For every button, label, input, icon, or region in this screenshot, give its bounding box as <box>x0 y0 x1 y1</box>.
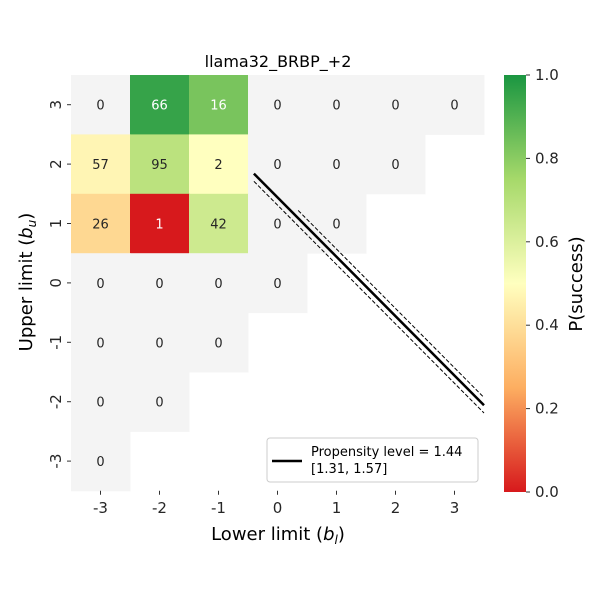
heatmap-cell <box>189 312 249 373</box>
heatmap-cell-label: 0 <box>96 455 104 470</box>
heatmap-cell <box>130 312 190 373</box>
propensity-ci-lower-line <box>253 180 485 414</box>
y-axis-title: Upper limit (bu) <box>16 213 39 352</box>
colorbar-tick-label: 0.0 <box>535 483 559 501</box>
propensity-ci-upper-line <box>297 210 485 398</box>
colorbar-tick-label: 0.6 <box>535 233 559 251</box>
heatmap-cell-label: 0 <box>214 277 222 292</box>
heatmap-cell-label: 42 <box>210 218 227 233</box>
y-tick-label: 2 <box>47 159 65 169</box>
heatmap-cell <box>189 75 249 135</box>
heatmap-cell <box>307 134 367 195</box>
legend: Propensity level = 1.44 [1.31, 1.57] <box>266 437 479 483</box>
y-tick-label: -3 <box>47 454 65 469</box>
colorbar-tick-label: 0.2 <box>535 400 559 418</box>
x-tick-label: -1 <box>211 499 226 517</box>
heatmap-cell <box>130 193 190 254</box>
heatmap-cell-label: 0 <box>332 218 340 233</box>
heatmap-cell <box>248 193 308 254</box>
x-tick-label: 3 <box>450 499 460 517</box>
heatmap-cell-label: 0 <box>273 218 281 233</box>
y-tick-label: 1 <box>47 219 65 229</box>
y-tick-label: -1 <box>47 335 65 350</box>
heatmap-cell-label: 0 <box>155 277 163 292</box>
heatmap-cell <box>366 75 426 135</box>
propensity-line <box>253 172 485 407</box>
heatmap-cell <box>71 193 131 254</box>
y-tick-label: -2 <box>47 394 65 409</box>
heatmap-cell-label: 0 <box>450 99 458 114</box>
x-tick-label: 1 <box>332 499 342 517</box>
legend-box <box>266 437 479 483</box>
heatmap-cell <box>130 75 190 135</box>
heatmap-cell-label: 0 <box>391 99 399 114</box>
heatmap-cell <box>189 134 249 195</box>
y-tick-label: 0 <box>47 278 65 288</box>
colorbar-ticks: 0.0 0.2 0.4 0.6 0.8 1.0 <box>526 66 559 501</box>
x-tick-label: -2 <box>152 499 167 517</box>
x-tick-label: -3 <box>93 499 108 517</box>
heatmap-cell <box>425 75 485 135</box>
heatmap-cell-label: 0 <box>96 99 104 114</box>
heatmap-cell <box>189 253 249 314</box>
heatmap-cell <box>71 312 131 373</box>
heatmap-cell-label: 0 <box>96 277 104 292</box>
heatmap-cell <box>71 372 131 432</box>
heatmap-cell-label: 0 <box>96 336 104 351</box>
heatmap-cell-label: 2 <box>214 158 222 173</box>
heatmap-cell <box>366 134 426 195</box>
heatmap-cell <box>71 431 131 492</box>
heatmap-cell-labels: 0 66 16 0 0 0 0 57 95 2 0 0 0 26 1 42 0 0 0 0 0 0 0 0 0 0 0 0 <box>92 99 458 470</box>
heatmap-cell-label: 0 <box>273 158 281 173</box>
heatmap-cell-label: 0 <box>214 336 222 351</box>
heatmap-cell-label: 57 <box>92 158 109 173</box>
heatmap-cell <box>189 193 249 254</box>
heatmap-cell-label: 0 <box>332 99 340 114</box>
propensity-lines <box>253 172 485 414</box>
y-tick-label: 3 <box>47 100 65 110</box>
colorbar-tick-label: 0.8 <box>535 149 559 167</box>
heatmap-cell-label: 0 <box>273 277 281 292</box>
x-tick-label: 2 <box>391 499 401 517</box>
heatmap-cell <box>307 75 367 135</box>
x-axis-title: Lower limit (bl) <box>211 524 345 547</box>
x-axis-ticks: -3 -2 -1 0 1 2 3 <box>93 490 460 517</box>
colorbar-label: P(success) <box>566 236 587 331</box>
heatmap-cell-label: 95 <box>151 158 168 173</box>
colorbar: 0.0 0.2 0.4 0.6 0.8 1.0 P(success) <box>504 66 587 501</box>
heatmap-cell-label: 0 <box>155 336 163 351</box>
heatmap-cell-label: 0 <box>332 158 340 173</box>
heatmap-cell <box>71 253 131 314</box>
chart-title: llama32_BRBP_+2 <box>205 52 352 72</box>
heatmap-cell-label: 0 <box>391 158 399 173</box>
heatmap-cell <box>130 134 190 195</box>
heatmap-cells <box>71 75 485 492</box>
legend-label-ci: [1.31, 1.57] <box>311 462 387 477</box>
heatmap-cell <box>71 75 131 135</box>
colorbar-tick-label: 0.4 <box>535 316 559 334</box>
heatmap-cell-label: 0 <box>96 396 104 411</box>
heatmap-cell <box>248 253 308 314</box>
heatmap-cell <box>248 134 308 195</box>
heatmap-cell-label: 0 <box>155 396 163 411</box>
heatmap-cell-label: 1 <box>155 218 163 233</box>
heatmap-cell <box>71 134 131 195</box>
heatmap-cell-label: 16 <box>210 99 227 114</box>
heatmap-cell <box>307 193 367 254</box>
heatmap-cell <box>130 253 190 314</box>
colorbar-tick-label: 1.0 <box>535 66 559 84</box>
legend-label-level: Propensity level = 1.44 <box>311 445 462 460</box>
colorbar-gradient <box>504 75 526 492</box>
x-tick-label: 0 <box>273 499 283 517</box>
heatmap-cell <box>130 372 190 432</box>
heatmap-cell-label: 26 <box>92 218 109 233</box>
y-axis-ticks: 3 2 1 0 -1 -2 -3 <box>47 100 71 469</box>
heatmap-cell-label: 66 <box>151 99 168 114</box>
heatmap-cell-label: 0 <box>273 99 281 114</box>
heatmap-cell <box>248 75 308 135</box>
